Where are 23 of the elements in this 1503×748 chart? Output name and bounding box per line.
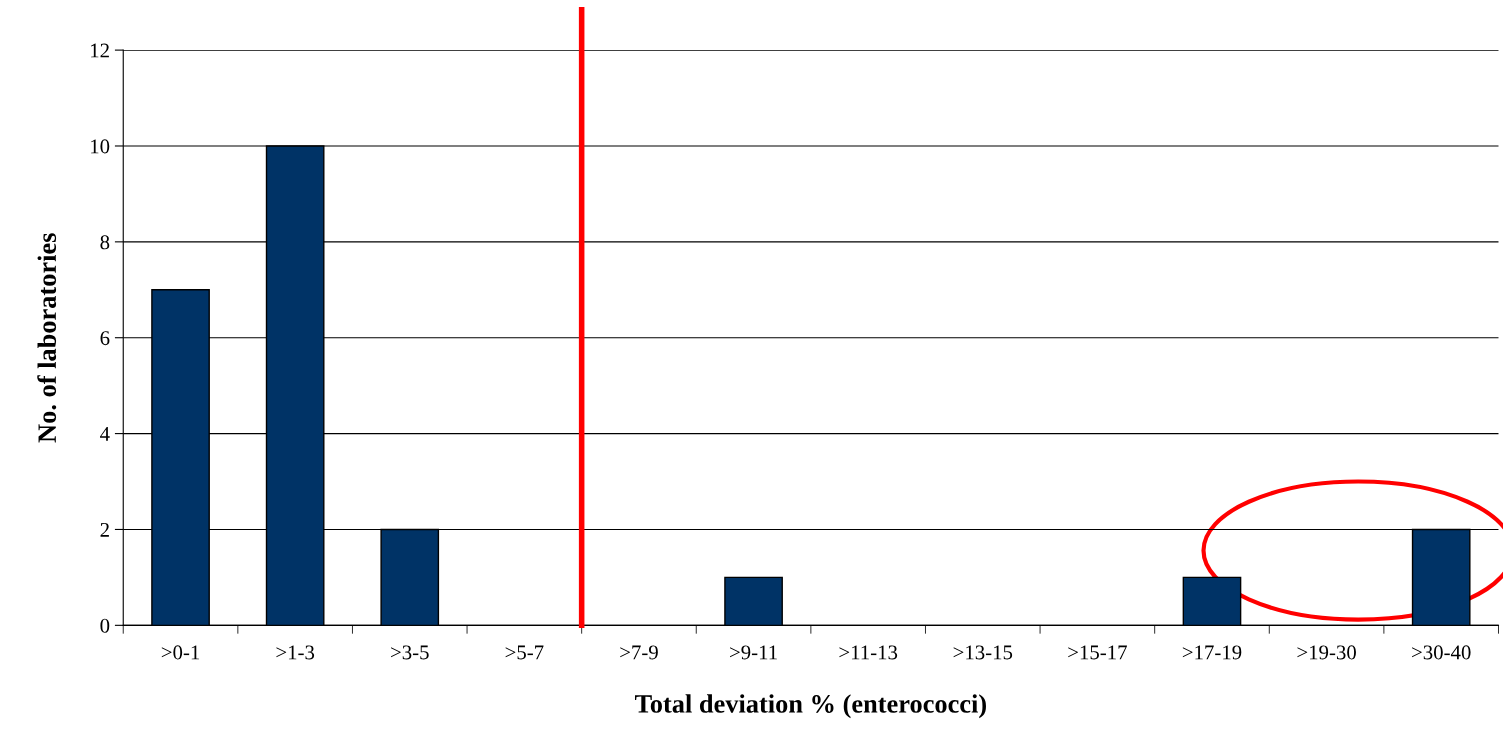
x-tick-label: >30-40	[1412, 645, 1471, 660]
y-tick-label: 8	[100, 235, 110, 250]
x-tick-label: >19-30	[1297, 645, 1356, 660]
y-tick-label: 0	[100, 618, 110, 633]
x-tick-label: >3-5	[391, 645, 429, 660]
x-tick-label: >15-17	[1068, 645, 1127, 660]
x-tick-label: >11-13	[839, 645, 898, 660]
y-axis-title: No. of laboratories	[37, 233, 57, 443]
x-tick-label: >1-3	[276, 645, 315, 660]
y-tick-label: 12	[91, 43, 109, 58]
bar	[724, 576, 783, 626]
x-axis-title: Total deviation % (enterococci)	[635, 694, 986, 719]
x-tick-label: >17-19	[1182, 645, 1242, 660]
y-tick-label: 6	[100, 331, 110, 346]
x-tick-label: >9-11	[730, 645, 777, 660]
x-tick-label: >0-1	[161, 645, 200, 660]
y-tick-label: 4	[100, 427, 110, 441]
x-tick-label: >13-15	[953, 645, 1013, 660]
y-tick-label: 10	[91, 139, 110, 154]
y-tick-label: 2	[100, 522, 109, 537]
x-tick-label: >5-7	[505, 645, 544, 660]
x-tick-label: >7-9	[620, 645, 658, 660]
bar	[1182, 576, 1242, 626]
